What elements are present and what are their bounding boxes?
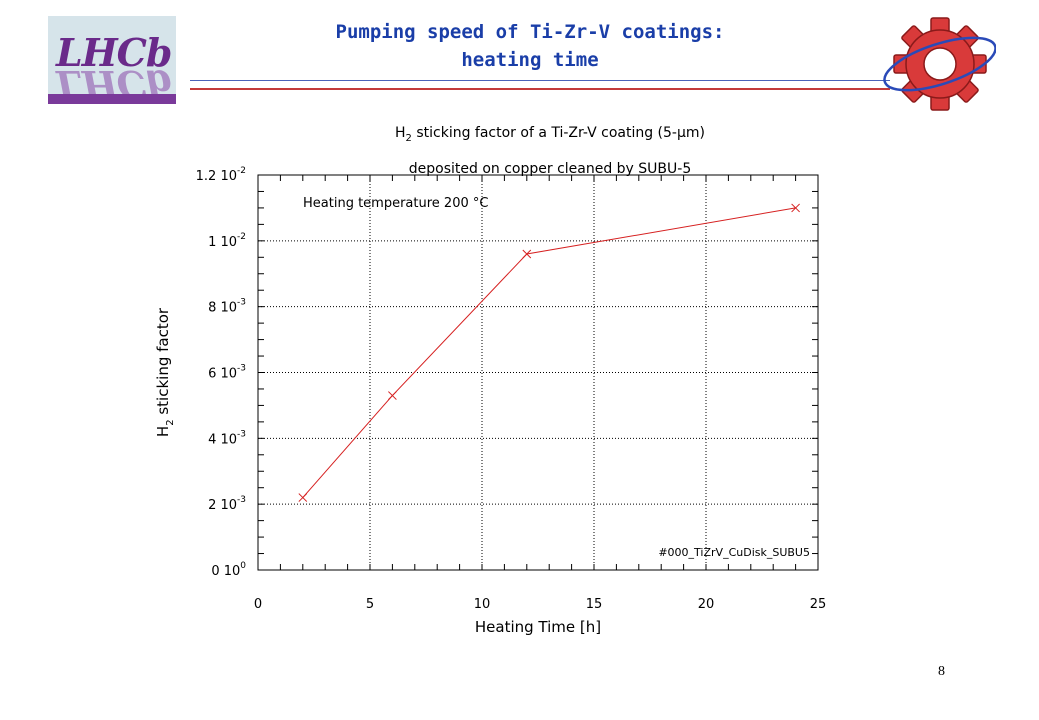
chart-footnote: #000_TiZrV_CuDisk_SUBU5 xyxy=(658,546,810,559)
logo-text: LHCb xyxy=(56,30,172,75)
x-tick-label: 10 xyxy=(474,597,491,612)
y-axis-label-sub: 2 xyxy=(165,419,176,425)
data-point-marker xyxy=(298,493,308,502)
lhcb-logo: LHCb LHCb xyxy=(48,16,176,107)
x-tick-label: 25 xyxy=(810,597,827,612)
title-line-2: heating time xyxy=(461,49,599,71)
chart-title-post: sticking factor of a Ti-Zr-V coating (5-… xyxy=(411,125,705,141)
data-point-marker xyxy=(522,249,532,259)
y-axis-label-post: sticking factor xyxy=(154,307,172,419)
header-rule-red xyxy=(190,88,890,90)
chart-title-sub: 2 xyxy=(405,132,412,144)
y-tick-label: 1 10-2 xyxy=(208,232,246,250)
series-line xyxy=(302,207,796,498)
y-tick-label: 8 10-3 xyxy=(208,298,246,316)
chart-title-line-1: H2 sticking factor of a Ti-Zr-V coating … xyxy=(330,118,770,154)
y-tick-label: 1.2 10-2 xyxy=(196,166,246,184)
page-title: Pumping speed of Ti-Zr-V coatings: heati… xyxy=(250,18,810,74)
x-tick-label: 5 xyxy=(366,597,374,612)
data-point-marker xyxy=(388,391,397,400)
y-tick-label: 0 100 xyxy=(211,561,246,579)
y-tick-label: 6 10-3 xyxy=(208,364,246,382)
header-rule-blue xyxy=(190,80,890,81)
x-tick-label: 20 xyxy=(698,597,715,612)
line-chart: 0 5 10 15 20 25 0 100 2 10-3 4 10-3 6 10-3 8 10-3 1… xyxy=(154,166,827,636)
y-tick-label: 4 10-3 xyxy=(208,429,246,447)
gear-icon xyxy=(883,17,996,111)
chart-title-line-2: deposited on copper cleaned by SUBU-5 xyxy=(408,160,692,177)
y-axis-label-pre: H xyxy=(154,426,172,437)
y-axis-label: H2 sticking factor xyxy=(154,307,176,437)
logo-stripe xyxy=(48,94,176,104)
x-tick-label: 0 xyxy=(254,597,262,612)
title-line-1: Pumping speed of Ti-Zr-V coatings: xyxy=(335,21,725,43)
data-point-marker xyxy=(791,203,800,213)
page-number: 8 xyxy=(938,664,945,679)
chart-title: H2 sticking factor of a Ti-Zr-V coating … xyxy=(330,118,770,184)
x-tick-label: 15 xyxy=(586,597,603,612)
chart-annotation: Heating temperature 200 °C xyxy=(303,196,488,211)
chart-title-pre: H xyxy=(394,125,406,141)
y-tick-label: 2 10-3 xyxy=(208,495,246,513)
x-axis-label: Heating Time [h] xyxy=(475,618,601,636)
